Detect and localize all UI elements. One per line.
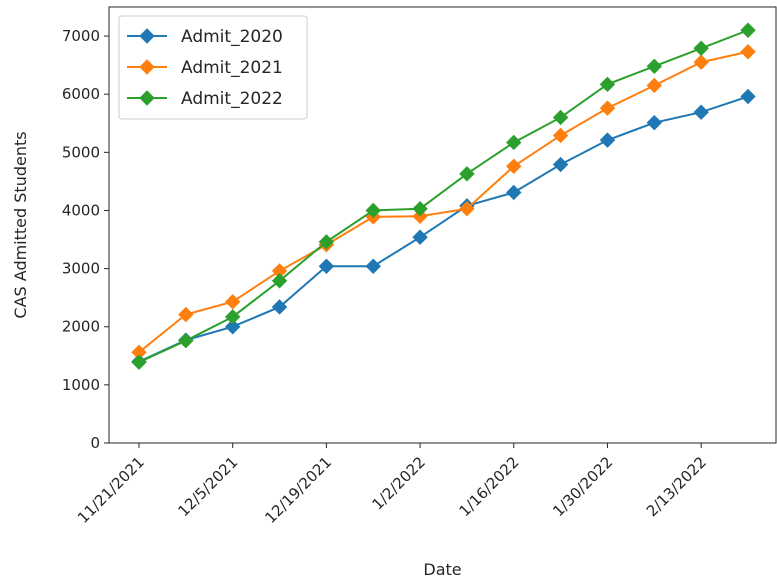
data-point (646, 114, 663, 131)
plot-area (108, 6, 777, 444)
data-point (740, 44, 756, 60)
series-line (138, 95, 749, 363)
data-point (131, 354, 147, 370)
y-tick-label: 4000 (62, 201, 100, 219)
y-axis: 0 1000 2000 3000 4000 5000 6000 7000 (62, 27, 109, 452)
data-point (552, 127, 569, 144)
data-point (646, 77, 663, 94)
data-point (599, 76, 616, 93)
y-tick-label: 7000 (62, 27, 100, 45)
data-point (506, 158, 522, 174)
data-point (693, 54, 709, 70)
x-tick-label: 1/16/2022 (455, 453, 522, 520)
data-point (365, 202, 381, 219)
x-tick-label: 11/21/2021 (74, 453, 148, 527)
data-point (740, 22, 756, 38)
data-point (412, 229, 428, 245)
y-tick-label: 6000 (62, 85, 100, 103)
legend-label: Admit_2020 (181, 27, 283, 47)
legend-item: Admit_2022 (127, 89, 283, 109)
data-point (224, 294, 241, 310)
legend-marker (139, 28, 155, 44)
x-tick-label: 1/2/2022 (369, 453, 429, 513)
data-point (693, 40, 709, 56)
x-tick-label: 12/19/2021 (261, 453, 335, 527)
data-point (740, 88, 756, 105)
data-point (318, 258, 335, 274)
series-Admit_2022 (131, 22, 756, 370)
data-point (224, 319, 241, 335)
series-line (138, 29, 749, 364)
legend-box (118, 15, 308, 120)
data-point (271, 299, 288, 315)
y-tick-label: 3000 (62, 260, 100, 278)
data-point (271, 273, 288, 289)
data-point (178, 332, 194, 349)
data-point (459, 166, 475, 182)
data-point (365, 258, 381, 274)
series-Admit_2020 (131, 88, 756, 370)
data-point (506, 184, 522, 201)
legend-label: Admit_2022 (181, 89, 283, 109)
series-line (138, 50, 749, 354)
data-point (459, 201, 475, 217)
y-tick-label: 5000 (62, 143, 100, 161)
y-tick-label: 2000 (62, 318, 100, 336)
legend-item: Admit_2021 (127, 58, 283, 78)
x-tick-label: 12/5/2021 (174, 453, 241, 520)
plot-frame (108, 6, 777, 444)
legend-marker (139, 90, 155, 106)
data-point (552, 156, 569, 173)
legend: Admit_2020 Admit_2021 Admit_2022 (118, 15, 308, 120)
y-tick-label: 0 (90, 434, 100, 452)
y-tick-label: 1000 (62, 376, 100, 394)
legend-label: Admit_2021 (181, 58, 283, 78)
data-point (318, 234, 335, 250)
data-point (599, 100, 616, 116)
x-tick-label: 1/30/2022 (549, 453, 616, 520)
x-axis-title: Date (423, 560, 461, 579)
data-point (693, 104, 709, 120)
data-point (506, 134, 522, 151)
data-point (412, 201, 428, 217)
data-point (552, 109, 569, 126)
x-tick-label: 2/13/2022 (643, 453, 710, 520)
data-point (178, 306, 194, 323)
legend-marker (139, 59, 155, 75)
data-point (646, 58, 663, 75)
legend-item: Admit_2020 (127, 27, 283, 47)
series-layer (131, 22, 756, 370)
y-axis-title: CAS Admitted Students (11, 131, 30, 318)
data-point (224, 309, 241, 325)
data-point (599, 132, 616, 148)
x-axis: 11/21/2021 12/5/2021 12/19/2021 1/2/2022 1/1… (74, 443, 710, 527)
